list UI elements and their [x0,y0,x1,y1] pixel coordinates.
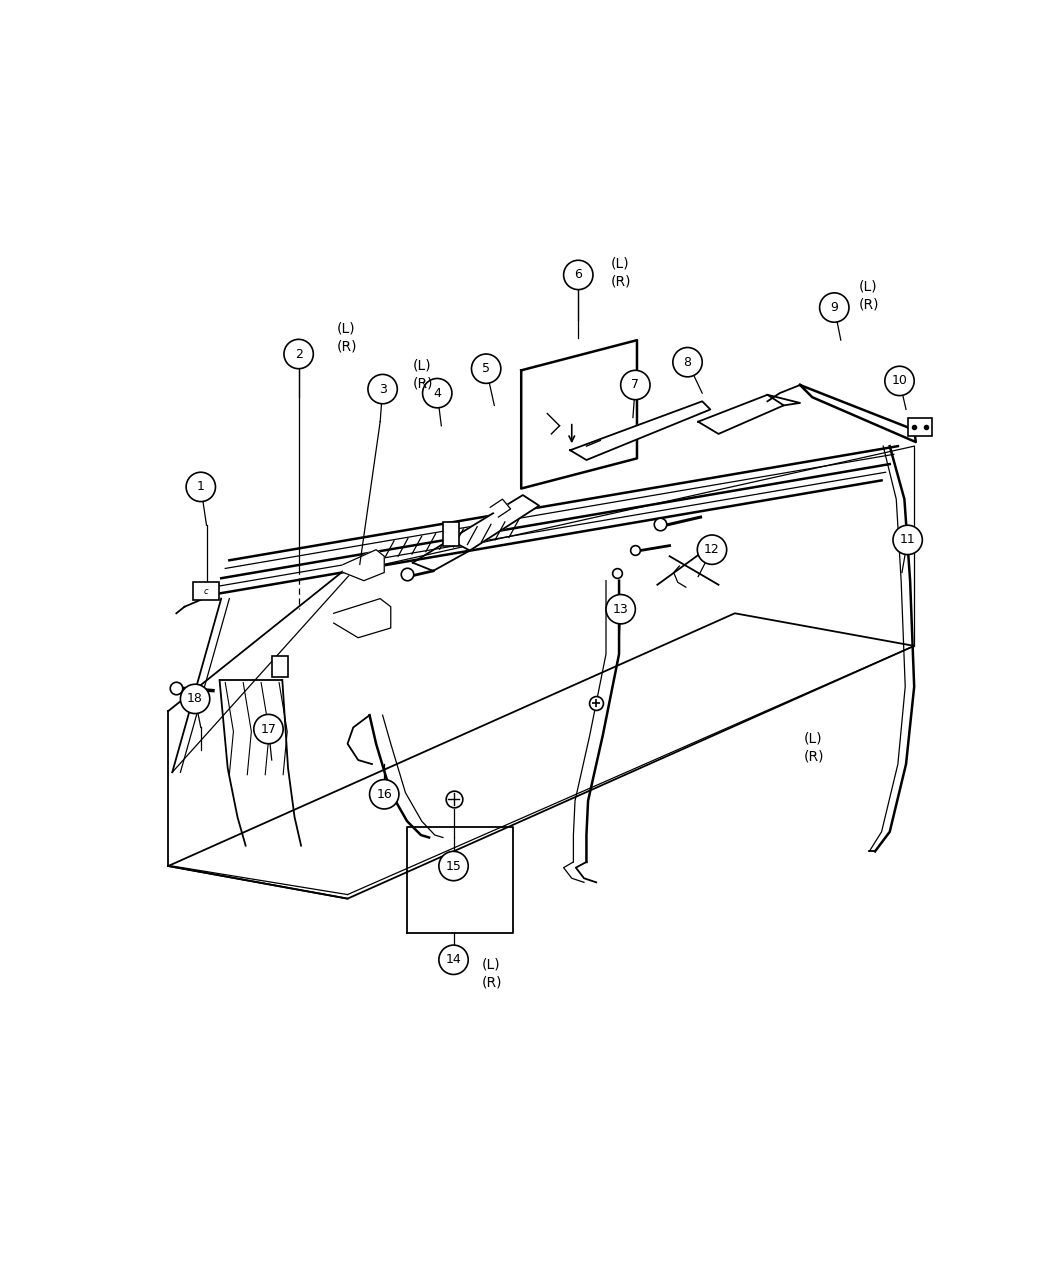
Circle shape [181,684,209,714]
Text: 12: 12 [704,544,720,556]
Text: 16: 16 [377,788,392,801]
Circle shape [820,293,849,322]
FancyBboxPatch shape [271,656,288,677]
Text: 9: 9 [830,301,838,315]
Circle shape [697,535,727,564]
Text: (L)
(R): (L) (R) [804,732,825,764]
Text: 1: 1 [197,481,205,494]
Text: 14: 14 [446,953,462,967]
FancyBboxPatch shape [443,522,460,546]
Circle shape [673,348,703,377]
Circle shape [254,715,283,743]
Circle shape [423,379,452,408]
Text: 13: 13 [613,602,628,615]
Text: c: c [203,587,208,596]
Text: 8: 8 [684,356,691,368]
Polygon shape [449,495,540,550]
Circle shape [284,339,313,368]
Circle shape [885,366,914,395]
Circle shape [621,371,650,399]
Circle shape [368,375,398,404]
Circle shape [471,354,501,384]
Text: 2: 2 [295,348,303,361]
Text: 10: 10 [892,375,908,388]
Text: 7: 7 [631,379,640,391]
Polygon shape [801,385,916,443]
Text: 4: 4 [433,386,441,399]
Text: (L)
(R): (L) (R) [858,279,879,311]
Text: (L)
(R): (L) (R) [337,322,358,353]
Circle shape [186,472,216,501]
FancyBboxPatch shape [193,582,219,600]
Text: 6: 6 [574,269,582,281]
Text: (L)
(R): (L) (R) [412,358,433,390]
Polygon shape [570,402,710,460]
Polygon shape [168,614,914,899]
Polygon shape [344,550,384,581]
Circle shape [439,945,468,975]
Text: 18: 18 [187,692,203,706]
Circle shape [439,852,468,881]
Text: 17: 17 [261,723,277,735]
Text: 5: 5 [482,362,490,375]
Text: (L)
(R): (L) (R) [482,958,503,990]
FancyBboxPatch shape [908,418,932,436]
Text: (L)
(R): (L) (R) [611,257,631,288]
Polygon shape [333,599,390,638]
Circle shape [564,260,593,289]
Polygon shape [490,499,510,517]
Polygon shape [699,395,784,434]
Circle shape [893,526,923,555]
Circle shape [369,780,399,808]
Text: 15: 15 [446,859,462,872]
Circle shape [606,595,635,624]
Text: 3: 3 [379,382,386,395]
Text: 11: 11 [899,533,915,546]
